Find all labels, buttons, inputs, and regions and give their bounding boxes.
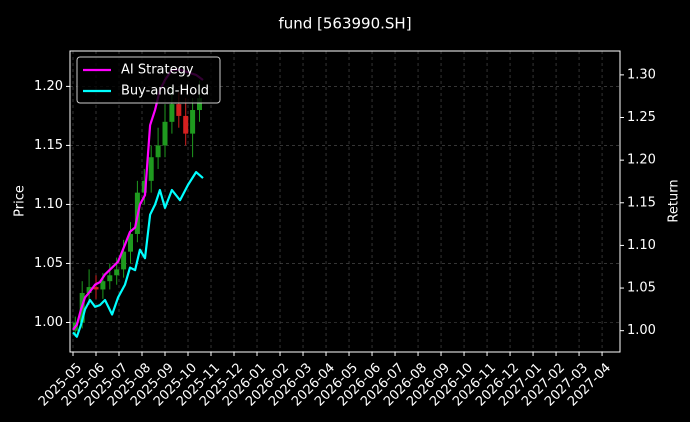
y2-tick-label: 1.25 bbox=[627, 110, 656, 125]
candle-body bbox=[176, 104, 182, 116]
candle-body bbox=[162, 121, 168, 146]
y-axis-label: Price bbox=[13, 185, 28, 217]
y2-axis-label: Return bbox=[667, 179, 682, 222]
candle-body bbox=[148, 157, 154, 181]
legend-box bbox=[76, 56, 221, 104]
candle-body bbox=[141, 180, 147, 193]
series-line bbox=[72, 171, 204, 338]
candle-body bbox=[190, 110, 196, 134]
candle-body bbox=[93, 287, 99, 290]
plot-frame bbox=[69, 50, 621, 353]
y2-tick-label: 1.00 bbox=[627, 323, 656, 338]
candle-body bbox=[127, 233, 133, 252]
legend-label: Buy-and-Hold bbox=[121, 84, 209, 99]
y2-tick-label: 1.10 bbox=[627, 238, 656, 253]
y-tick-label: 1.20 bbox=[34, 79, 63, 94]
candle-body bbox=[121, 251, 127, 270]
y2-tick-label: 1.15 bbox=[627, 195, 656, 210]
y-tick-label: 1.10 bbox=[34, 197, 63, 212]
candle-body bbox=[183, 115, 189, 134]
y2-tick-label: 1.20 bbox=[627, 153, 656, 168]
chart-title: fund [563990.SH] bbox=[278, 15, 411, 33]
y-tick-label: 1.00 bbox=[34, 315, 63, 330]
candle-body bbox=[114, 269, 120, 276]
candle-body bbox=[107, 275, 113, 282]
legend-label: AI Strategy bbox=[121, 63, 194, 78]
y-tick-label: 1.05 bbox=[34, 256, 63, 271]
y-tick-label: 1.15 bbox=[34, 138, 63, 153]
candle-body bbox=[197, 98, 203, 111]
y2-tick-label: 1.30 bbox=[627, 67, 656, 82]
candle-body bbox=[86, 287, 92, 293]
y2-tick-label: 1.05 bbox=[627, 281, 656, 296]
candle-body bbox=[155, 145, 161, 158]
candle-body bbox=[169, 104, 175, 122]
candle-body bbox=[100, 281, 106, 290]
